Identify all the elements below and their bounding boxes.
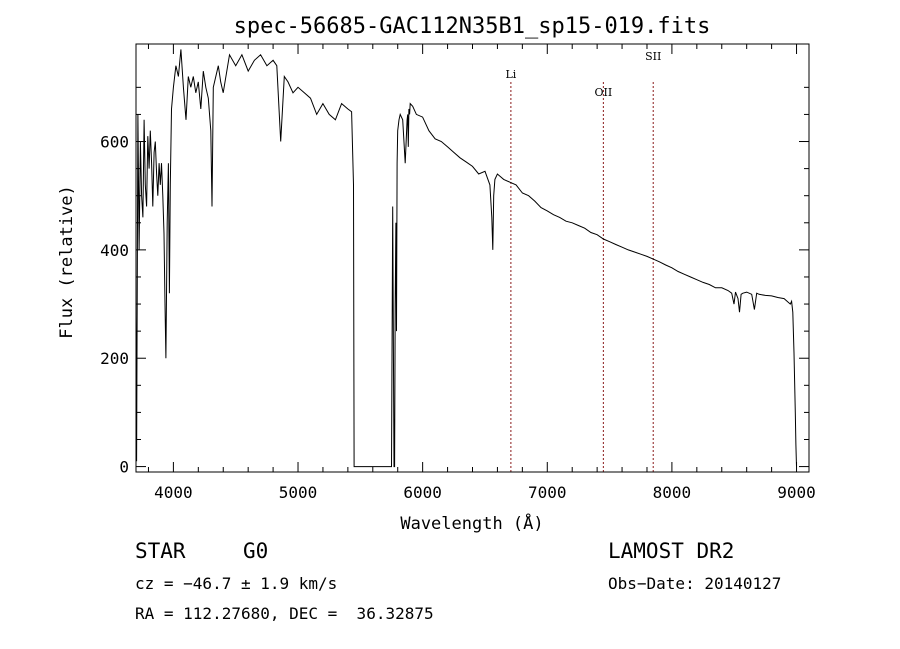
spectrum-series (135, 49, 797, 468)
spectral-line-markers: Li OII SII (505, 50, 661, 472)
spectral-line-label-oii: OII (595, 86, 613, 99)
x-tick-label: 4000 (154, 483, 193, 502)
spectral-line-label-sii: SII (645, 50, 661, 63)
x-tick-label: 5000 (279, 483, 318, 502)
x-tick-label: 7000 (528, 483, 567, 502)
y-tick-label: 400 (100, 241, 129, 260)
object-subclass: G0 (243, 539, 269, 563)
y-tick-label: 600 (100, 133, 129, 152)
obs-date: Obs−Date: 20140127 (608, 574, 782, 593)
x-tick-label: 8000 (653, 483, 692, 502)
y-tick-label: 200 (100, 349, 129, 368)
spectrum-line-0 (135, 49, 797, 468)
y-tick-label: 0 (119, 458, 129, 477)
x-axis-label: Wavelength (Å) (400, 512, 543, 534)
spectral-line-label-li: Li (505, 68, 516, 81)
x-tick-label: 9000 (777, 483, 816, 502)
x-axis-ticks: 4000 5000 6000 7000 8000 9000 (147, 44, 816, 502)
y-axis-label: Flux (relative) (57, 185, 77, 339)
chart-title: spec-56685-GAC112N35B1_sp15-019.fits (234, 14, 711, 39)
object-type: STAR (135, 539, 186, 563)
plot-frame (135, 43, 810, 473)
y-axis-ticks: 0 200 400 600 (100, 86, 809, 477)
redshift-info: cz = −46.7 ± 1.9 km/s (135, 574, 338, 593)
x-tick-label: 6000 (403, 483, 442, 502)
survey-name: LAMOST DR2 (608, 539, 735, 563)
coordinates: RA = 112.27680, DEC = 36.32875 (135, 604, 434, 623)
